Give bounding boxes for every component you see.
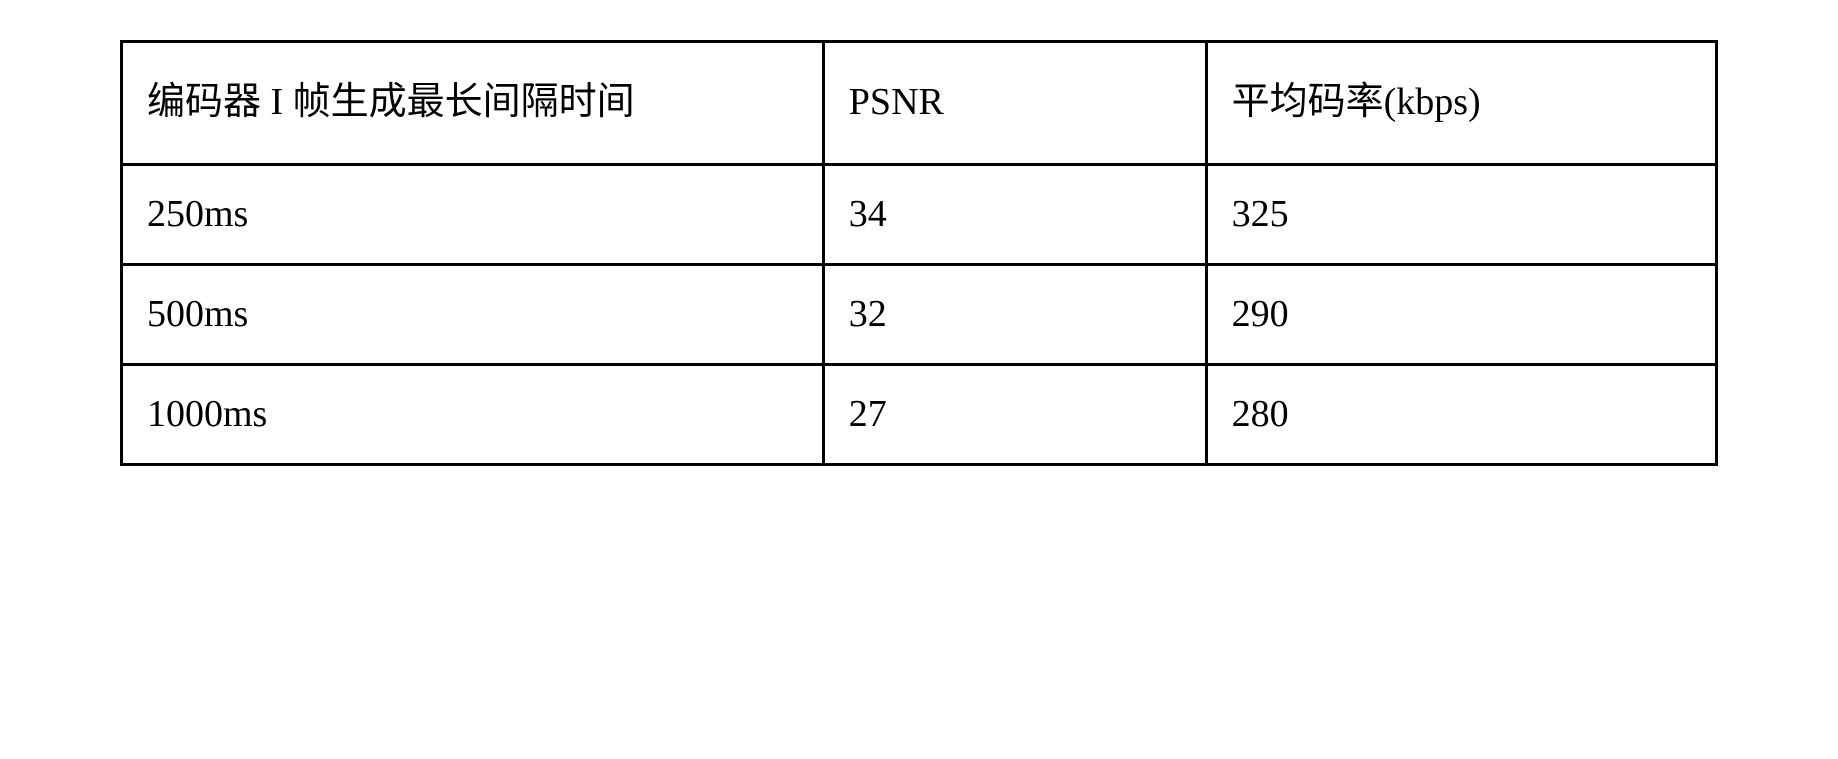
table-header-row: 编码器 I 帧生成最长间隔时间 PSNR 平均码率(kbps) (122, 42, 1717, 165)
cell-bitrate: 280 (1206, 364, 1716, 464)
column-header-bitrate: 平均码率(kbps) (1206, 42, 1716, 165)
table-row: 1000ms 27 280 (122, 364, 1717, 464)
table-row: 500ms 32 290 (122, 264, 1717, 364)
cell-psnr: 34 (823, 164, 1206, 264)
cell-psnr: 32 (823, 264, 1206, 364)
cell-bitrate: 325 (1206, 164, 1716, 264)
column-header-interval: 编码器 I 帧生成最长间隔时间 (122, 42, 824, 165)
cell-psnr: 27 (823, 364, 1206, 464)
cell-bitrate: 290 (1206, 264, 1716, 364)
cell-interval: 500ms (122, 264, 824, 364)
cell-interval: 1000ms (122, 364, 824, 464)
column-header-psnr: PSNR (823, 42, 1206, 165)
cell-interval: 250ms (122, 164, 824, 264)
table-row: 250ms 34 325 (122, 164, 1717, 264)
data-table: 编码器 I 帧生成最长间隔时间 PSNR 平均码率(kbps) 250ms 34… (120, 40, 1718, 466)
